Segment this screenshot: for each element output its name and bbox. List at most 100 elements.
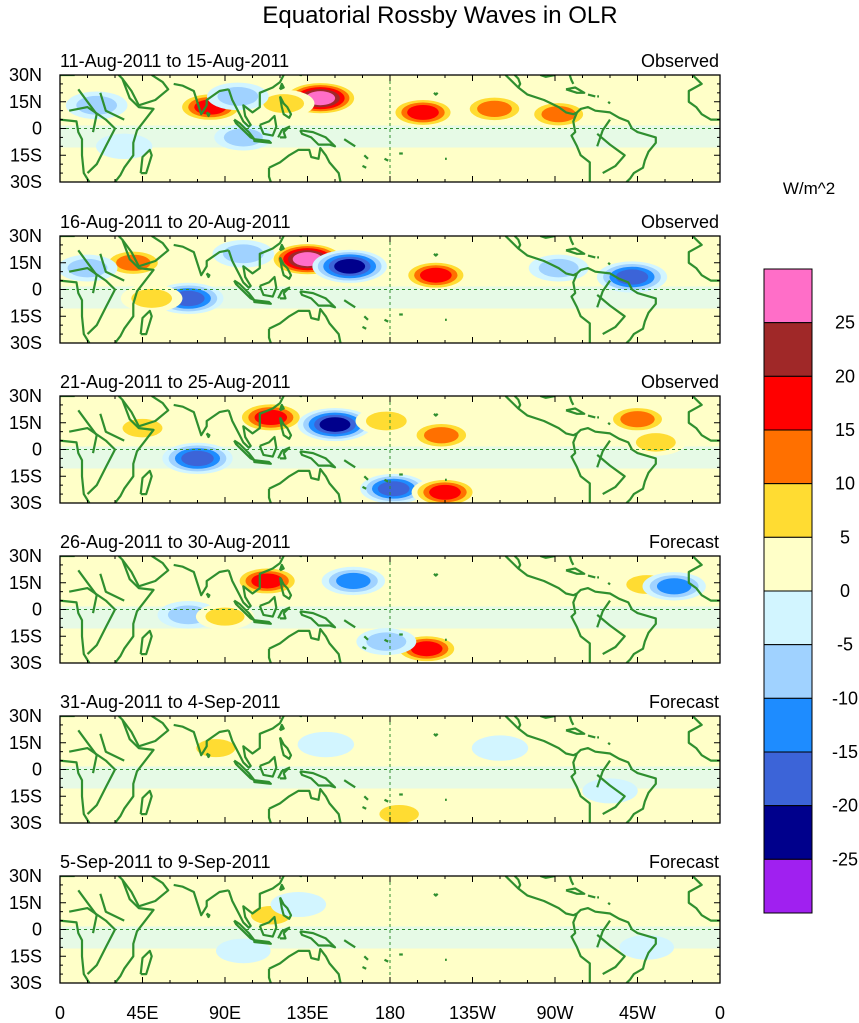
map-panel: 26-Aug-2011 to 30-Aug-2011 Forecast 30N 15N… [9,532,721,673]
latitude-tick-label: 0 [32,600,42,620]
anomaly-contour [319,417,351,432]
coastline [268,308,342,343]
longitude-tick-label: 90W [536,1003,573,1023]
coastline [68,587,117,655]
panel-period-label: 31-Aug-2011 to 4-Sep-2011 [60,692,281,712]
coastline [607,101,611,105]
coastline [77,569,98,614]
coastline [114,876,155,983]
anomaly-field [60,556,720,663]
coastline [570,432,591,503]
coastline [576,907,657,983]
coastline [299,129,337,148]
anomaly-contour [131,289,173,308]
coastline [99,893,125,922]
map-panel: 21-Aug-2011 to 25-Aug-2011 Observed 30N 15N… [9,372,721,513]
coastline [570,913,591,983]
coastline [433,413,439,417]
coastline [565,86,586,94]
longitude-tick-label: 0 [715,1003,725,1023]
coastline [343,939,356,949]
coastline [278,576,293,600]
latitude-tick-label: 30N [9,866,42,886]
coastline [121,556,170,588]
coastline [433,733,439,737]
coastline [268,948,342,983]
panel-kind-label: Observed [641,51,719,71]
coastline [587,93,596,98]
coastline [205,752,211,759]
coastline [139,789,153,816]
coastline [596,614,626,656]
coastline [433,253,439,257]
coastline [268,788,342,823]
panel-kind-label: Forecast [649,852,719,872]
anomaly-contour [423,427,459,444]
colorbar-swatch [763,590,813,646]
coastline [587,574,596,579]
latitude-tick-label: 30N [9,226,42,246]
coastline [77,249,98,294]
panel-period-label: 21-Aug-2011 to 25-Aug-2011 [60,372,291,392]
colorbar-swatch [763,375,813,431]
map-panel: 11-Aug-2011 to 15-Aug-2011 Observed 30N 15N… [9,51,721,192]
coastline [504,716,578,757]
coastline [565,887,586,895]
coastline [267,167,272,182]
coastline [596,279,611,308]
colorbar-swatch [763,483,813,538]
coastline [60,279,91,343]
coastline [587,734,596,739]
anomaly-contour [142,895,198,921]
coastline [227,396,285,449]
anomaly-field [60,716,720,823]
anomaly-contour [222,244,264,264]
coastline [596,454,626,496]
coastline [565,567,586,575]
panel-kind-label: Observed [641,372,719,392]
colorbar-level-label: 25 [835,313,855,333]
coastline [568,396,575,406]
coastline [114,716,155,823]
anomaly-contour [508,902,565,928]
map-panel: 31-Aug-2011 to 4-Sep-2011 Forecast 30N 15N 0… [9,692,721,833]
coastline [205,272,211,279]
coastline [277,766,291,780]
colorbar-swatch [763,268,813,324]
anomaly-contour [68,739,125,765]
latitude-tick-label: 30N [9,706,42,726]
colorbar-level-label: -15 [832,742,858,762]
coastline [596,294,626,336]
coastline [233,759,256,782]
coastline [277,446,291,460]
panel-period-label: 26-Aug-2011 to 30-Aug-2011 [60,532,291,552]
longitude-tick-label: 135E [286,1003,328,1023]
anomaly-contour [379,804,419,823]
anomaly-contour [377,481,410,497]
coastline [570,593,591,663]
latitude-tick-label: 15S [10,786,42,806]
colorbar-level-label: -10 [832,688,858,708]
anomaly-contour [270,892,327,918]
coastline [277,926,291,940]
anomaly-field [60,75,720,182]
coastline [278,896,293,920]
anomaly-contour [429,484,461,500]
coastline [570,272,591,343]
coastline [233,439,256,462]
panels-group: 11-Aug-2011 to 15-Aug-2011 Observed 30N 15N… [9,51,721,993]
coastline [343,619,356,629]
coastline [363,315,369,321]
panel-period-label: 16-Aug-2011 to 20-Aug-2011 [60,212,291,232]
anomaly-contour [217,87,259,106]
coastline [596,934,626,976]
latitude-tick-label: 0 [32,920,42,940]
anomaly-contour [471,735,529,761]
coastlines [60,556,720,663]
coastline [278,95,293,119]
panel-kind-label: Forecast [649,532,719,552]
coastline [60,439,91,503]
coastline [267,328,272,343]
colorbar-swatch [763,858,813,914]
latitude-tick-label: 15N [9,893,42,913]
